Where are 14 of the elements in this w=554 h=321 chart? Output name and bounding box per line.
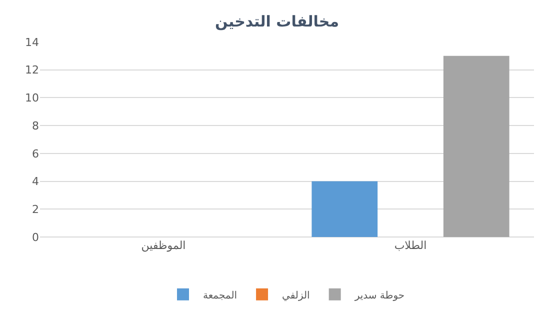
x-tick-label: الموظفين [141, 239, 186, 252]
y-tick-label: 2 [32, 202, 39, 216]
y-tick-label: 0 [32, 230, 39, 244]
legend-label: المجمعة [203, 290, 238, 302]
x-tick-label: الطلاب [394, 239, 427, 252]
legend-label: حوطة سدير [354, 290, 405, 302]
y-tick-label: 12 [25, 64, 39, 77]
y-tick-label: 10 [25, 92, 39, 105]
legend-label: الزلفي [282, 290, 310, 302]
y-tick-label: 14 [25, 36, 39, 49]
y-tick-label: 4 [32, 175, 39, 188]
chart-title: مخالفات التدخين [214, 12, 340, 31]
y-tick-label: 6 [32, 147, 39, 160]
y-tick-label: 8 [32, 119, 39, 132]
